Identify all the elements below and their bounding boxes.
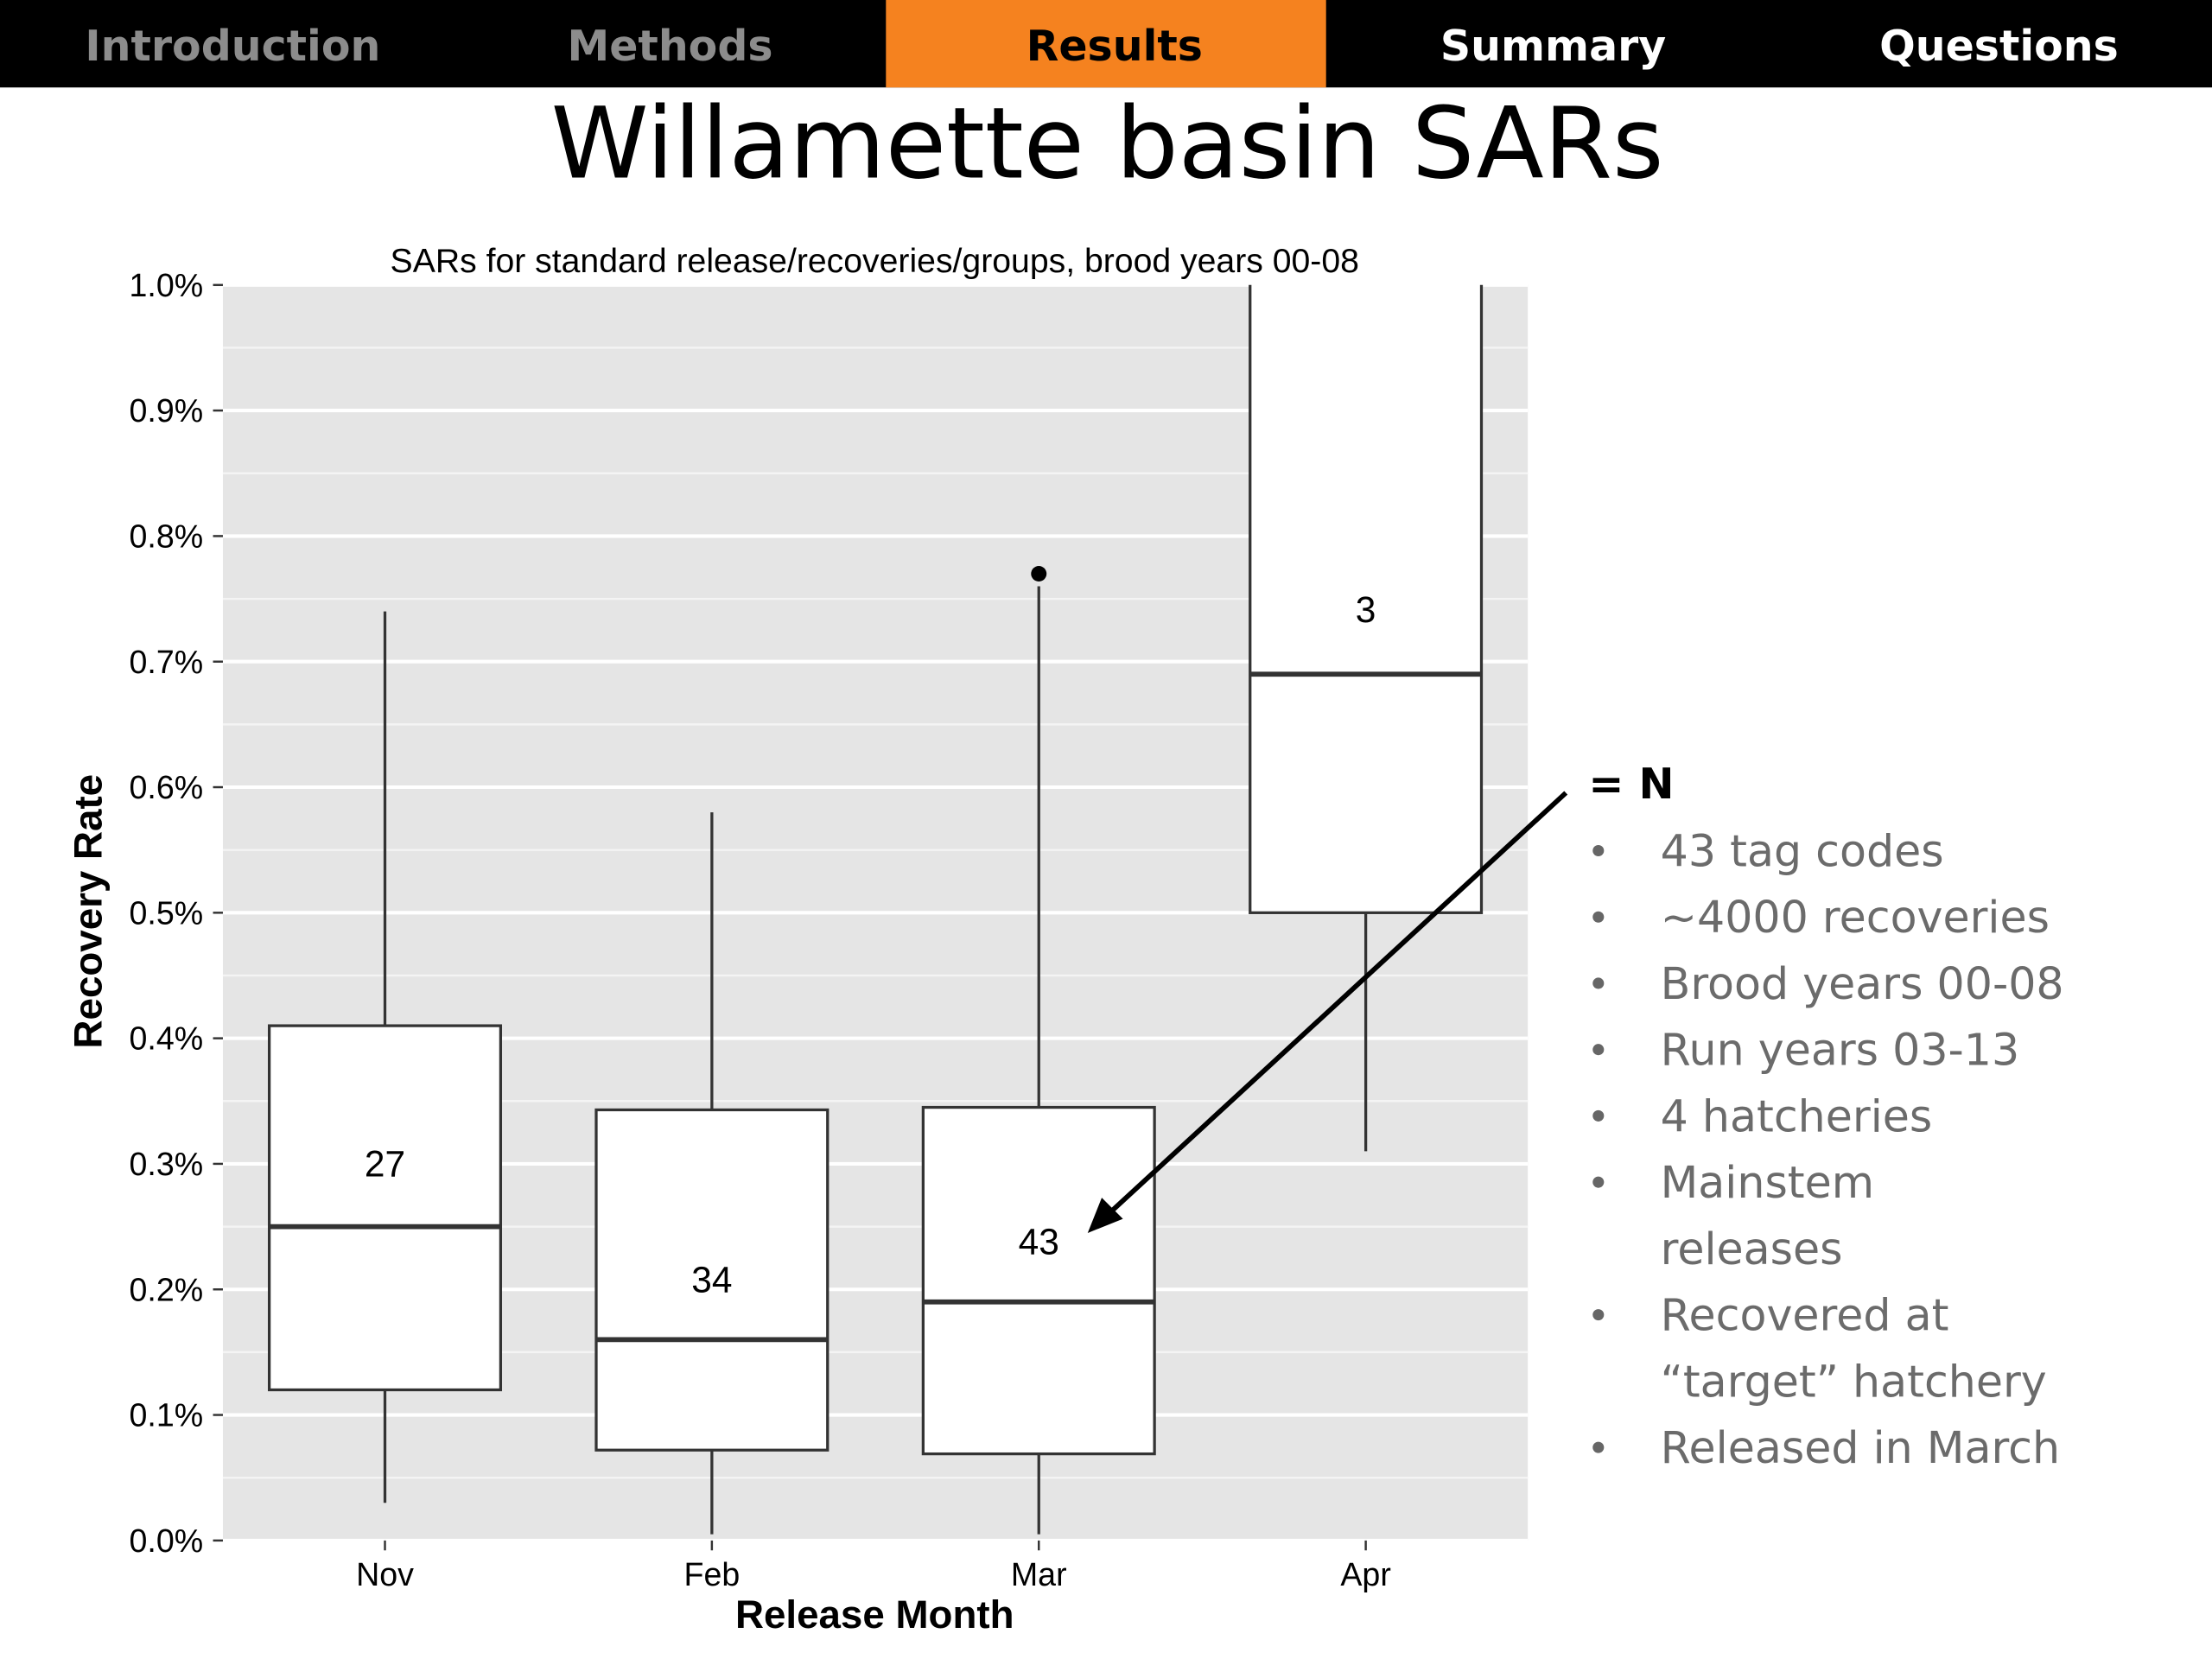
nav-tab[interactable]: Questions (1879, 22, 2119, 71)
nav-tab[interactable]: Methods (567, 22, 772, 71)
y-tick-label: 0.2% (130, 1271, 204, 1307)
bullet-dot (1592, 911, 1605, 923)
bullet-text: “target” hatchery (1661, 1356, 2047, 1407)
chart: 0.0% 0.1% 0.2% 0.3% 0.4% 0.5% 0.6% 0.7% 0.8% 0.9%… (130, 267, 1529, 1592)
bullet-dot (1592, 1044, 1605, 1056)
y-tick-label: 0.6% (130, 769, 204, 805)
box (1249, 284, 1484, 914)
y-tick-label: 0.0% (130, 1522, 204, 1559)
bullet-dot (1592, 1441, 1605, 1453)
x-tick-label: Mar (1011, 1556, 1067, 1592)
n-label: 27 (365, 1144, 405, 1185)
y-tick-label: 0.3% (130, 1146, 204, 1182)
y-tick-label: 0.8% (130, 518, 204, 554)
nav: Introduction Methods Results Summary Questio… (85, 0, 2119, 88)
bullet-text: Recovered at (1661, 1290, 1949, 1341)
nav-tab[interactable]: Results (1027, 22, 1203, 71)
slide-title: Willamette basin SARs (551, 86, 1664, 201)
nav-tab[interactable]: Introduction (85, 22, 380, 71)
bullet-dot (1592, 1109, 1605, 1122)
outlier (1031, 566, 1047, 582)
bullet-dot (1592, 1309, 1605, 1321)
chart-title: SARs for standard release/recoveries/gro… (391, 243, 1359, 280)
bullet-text: ~4000 recoveries (1661, 892, 2050, 943)
bullet-text: 43 tag codes (1661, 825, 1944, 876)
x-tick-label: Nov (356, 1556, 414, 1592)
box (921, 1105, 1156, 1456)
bullet-text: Run years 03-13 (1661, 1025, 2020, 1076)
bullet-dot (1592, 844, 1605, 857)
bullet-dot (1592, 977, 1605, 989)
annotation: = N (1588, 760, 1674, 809)
bullet-text: Released in March (1661, 1422, 2060, 1473)
bullet-text: 4 hatcheries (1661, 1090, 1933, 1141)
x-tick-label: Apr (1340, 1556, 1390, 1592)
arrow-line (1101, 791, 1568, 1221)
boxes (268, 284, 1484, 1535)
arrow-head (1087, 1198, 1123, 1233)
bullet-text: releases (1661, 1224, 1843, 1274)
y-tick-label: 1.0% (130, 267, 204, 303)
box (268, 1024, 503, 1392)
n-label: 34 (691, 1260, 732, 1300)
x-axis-title: Release Month (735, 1592, 1014, 1637)
bullet-dot (1592, 1176, 1605, 1188)
y-tick-label: 0.4% (130, 1020, 204, 1057)
n-label: 43 (1019, 1221, 1059, 1262)
nav-tab[interactable]: Summary (1440, 22, 1666, 71)
bullet-text: Brood years 00-08 (1661, 958, 2064, 1009)
bullet-list: 43 tag codes ~4000 recoveries Brood years … (1592, 825, 2064, 1473)
y-tick-label: 0.9% (130, 392, 204, 429)
bullet-text: Mainstem (1661, 1157, 1874, 1208)
x-tick-label: Feb (684, 1556, 741, 1592)
y-tick-label: 0.7% (130, 644, 204, 680)
n-label: 3 (1356, 589, 1376, 630)
y-tick-label: 0.5% (130, 894, 204, 931)
y-axis-title: Recovery Rate (67, 774, 111, 1049)
nav-tab-active (886, 0, 1326, 88)
y-tick-label: 0.1% (130, 1397, 204, 1433)
box (594, 1108, 830, 1452)
